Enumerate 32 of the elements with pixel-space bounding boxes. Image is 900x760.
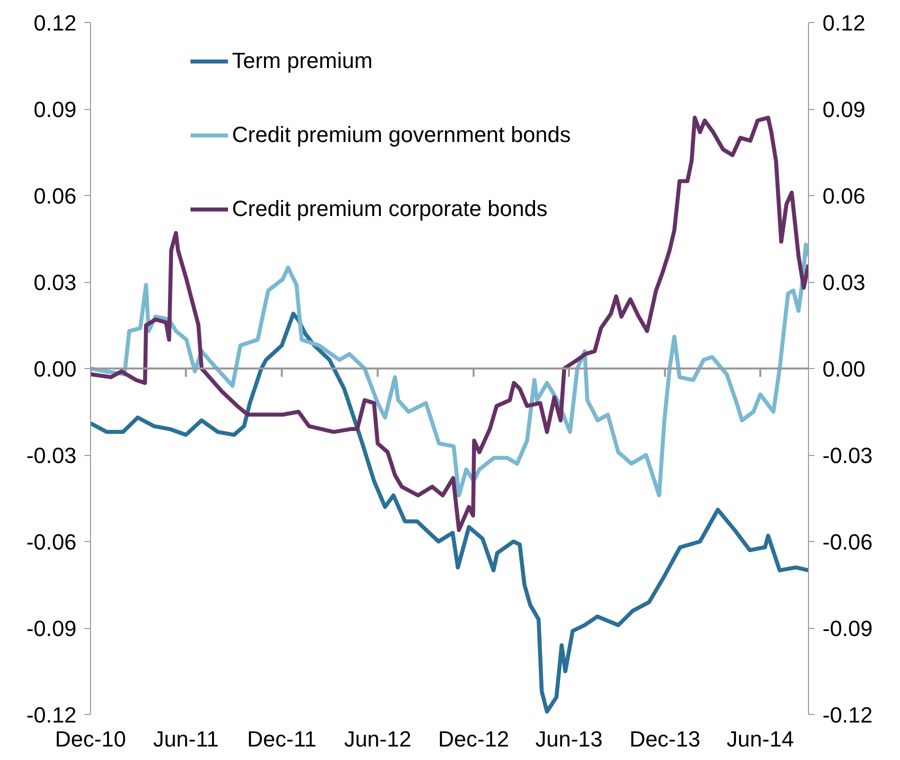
line-series xyxy=(90,312,808,714)
y2-tick-label: 0.12 xyxy=(822,10,866,36)
x-tick-label: Dec-12 xyxy=(438,726,510,752)
y-tick-label: 0.09 xyxy=(34,97,77,122)
line-series xyxy=(90,242,808,498)
y2-tick-label: 0.03 xyxy=(822,270,866,295)
y-tick-label: -0.12 xyxy=(26,702,77,728)
x-tick-label: Dec-11 xyxy=(247,726,316,752)
y-tick-label: 0.00 xyxy=(34,356,77,382)
y-tick-label: -0.03 xyxy=(26,443,77,468)
y-tick-label: -0.06 xyxy=(26,530,77,554)
x-tick-label: Jun-12 xyxy=(344,726,412,752)
y2-tick-label: -0.09 xyxy=(822,616,873,641)
y-tick-label: 0.12 xyxy=(34,10,77,36)
x-tick-label: Jun-14 xyxy=(726,726,794,752)
x-tick-label: Dec-10 xyxy=(55,726,126,752)
y2-tick-label: -0.03 xyxy=(822,443,873,468)
y2-tick-label: 0.06 xyxy=(822,184,866,208)
legend-label: Credit premium corporate bonds xyxy=(232,196,548,222)
y-tick-label: -0.09 xyxy=(26,616,77,641)
legend-label: Term premium xyxy=(232,48,373,74)
y2-tick-label: -0.06 xyxy=(822,530,873,554)
y-tick-label: 0.06 xyxy=(34,184,77,208)
y2-tick-label: 0.09 xyxy=(822,97,866,122)
legend-label: Credit premium government bonds xyxy=(232,122,571,148)
x-tick-label: Jun-11 xyxy=(153,726,219,752)
y2-tick-label: 0.00 xyxy=(822,356,866,382)
x-tick-label: Dec-13 xyxy=(629,726,700,752)
y2-tick-label: -0.12 xyxy=(822,702,873,728)
line-series xyxy=(90,116,808,532)
y-tick-label: 0.03 xyxy=(34,270,77,295)
x-tick-label: Jun-13 xyxy=(535,726,603,752)
